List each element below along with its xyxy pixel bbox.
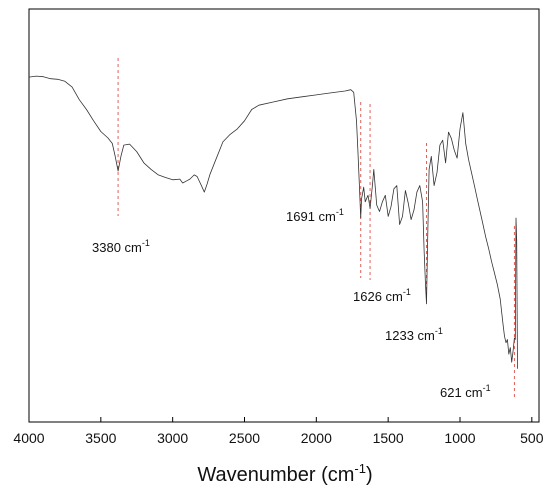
peak-label-1626: 1626 cm-1 xyxy=(353,287,411,304)
x-axis-title: Wavenumber (cm-1) xyxy=(197,461,372,486)
x-tick-label-2000: 2000 xyxy=(301,430,332,446)
peak-label-1691: 1691 cm-1 xyxy=(286,207,344,224)
x-tick-label-4000: 4000 xyxy=(13,430,44,446)
x-tick-label-3000: 3000 xyxy=(157,430,188,446)
spectrum-line xyxy=(28,75,518,369)
peak-labels: 3380 cm-1 1691 cm-1 1626 cm-1 1233 cm-1 … xyxy=(92,207,491,400)
peak-label-3380: 3380 cm-1 xyxy=(92,238,150,255)
x-tick-label-2500: 2500 xyxy=(229,430,260,446)
peak-markers xyxy=(117,58,515,398)
x-tick-label-500: 500 xyxy=(520,430,544,446)
plot-frame xyxy=(28,8,540,423)
x-axis-ticks: 4000 3500 3000 2500 2000 1500 1000 500 xyxy=(13,417,544,446)
x-tick-label-3500: 3500 xyxy=(85,430,116,446)
x-tick-label-1500: 1500 xyxy=(373,430,404,446)
peak-label-1233: 1233 cm-1 xyxy=(385,326,443,343)
peak-label-621: 621 cm-1 xyxy=(440,383,491,400)
x-tick-label-1000: 1000 xyxy=(444,430,475,446)
